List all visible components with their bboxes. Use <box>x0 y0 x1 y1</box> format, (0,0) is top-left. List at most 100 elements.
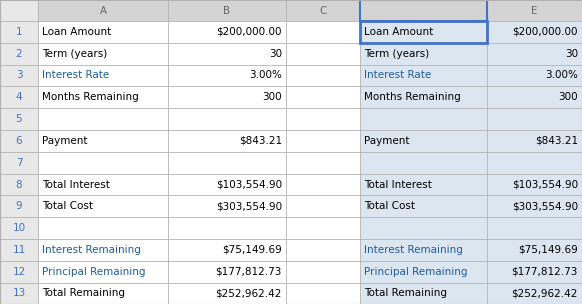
Bar <box>487 86 582 108</box>
Bar <box>360 152 487 174</box>
Bar <box>38 174 168 195</box>
Bar <box>360 174 487 195</box>
Text: Total Interest: Total Interest <box>364 179 432 189</box>
Text: $200,000.00: $200,000.00 <box>513 27 578 37</box>
Bar <box>0 64 38 86</box>
Bar <box>168 64 286 86</box>
Text: 9: 9 <box>16 201 22 211</box>
Text: 1: 1 <box>16 27 22 37</box>
Bar <box>168 21 286 43</box>
Bar <box>0 195 38 217</box>
Text: $303,554.90: $303,554.90 <box>216 201 282 211</box>
Text: $843.21: $843.21 <box>535 136 578 146</box>
Bar <box>168 174 286 195</box>
Text: $75,149.69: $75,149.69 <box>222 245 282 255</box>
Text: D: D <box>420 5 428 16</box>
Text: $103,554.90: $103,554.90 <box>216 179 282 189</box>
Text: Total Cost: Total Cost <box>364 201 415 211</box>
Bar <box>168 217 286 239</box>
Bar <box>38 261 168 283</box>
Text: A: A <box>100 5 107 16</box>
Bar <box>168 130 286 152</box>
Text: $75,149.69: $75,149.69 <box>518 245 578 255</box>
Bar <box>286 21 360 43</box>
Text: 300: 300 <box>558 92 578 102</box>
Bar <box>38 130 168 152</box>
Bar <box>168 108 286 130</box>
Bar <box>0 21 38 43</box>
Text: 3: 3 <box>16 71 22 81</box>
Bar <box>487 21 582 43</box>
Text: Loan Amount: Loan Amount <box>42 27 111 37</box>
Text: Payment: Payment <box>364 136 410 146</box>
Bar <box>360 0 487 21</box>
Text: 11: 11 <box>12 245 26 255</box>
Bar <box>360 130 487 152</box>
Bar <box>38 86 168 108</box>
Text: Months Remaining: Months Remaining <box>364 92 461 102</box>
Bar <box>286 217 360 239</box>
Bar <box>0 130 38 152</box>
Bar <box>286 43 360 65</box>
Bar <box>286 261 360 283</box>
Bar <box>168 195 286 217</box>
Text: $252,962.42: $252,962.42 <box>512 288 578 299</box>
Bar <box>487 195 582 217</box>
Text: 12: 12 <box>12 267 26 277</box>
Bar <box>360 195 487 217</box>
Bar <box>487 261 582 283</box>
Text: Interest Rate: Interest Rate <box>364 71 431 81</box>
Bar <box>0 43 38 65</box>
Text: Total Remaining: Total Remaining <box>364 288 447 299</box>
Bar <box>487 43 582 65</box>
Text: 30: 30 <box>269 49 282 59</box>
Bar <box>360 64 487 86</box>
Text: 10: 10 <box>12 223 26 233</box>
Bar <box>360 43 487 65</box>
Bar <box>487 239 582 261</box>
Bar <box>487 152 582 174</box>
Text: Total Remaining: Total Remaining <box>42 288 125 299</box>
Bar <box>360 86 487 108</box>
Text: C: C <box>320 5 327 16</box>
Text: Loan Amount: Loan Amount <box>364 27 433 37</box>
Bar <box>487 108 582 130</box>
Text: Interest Remaining: Interest Remaining <box>364 245 463 255</box>
Bar <box>360 239 487 261</box>
Text: Interest Rate: Interest Rate <box>42 71 109 81</box>
Text: Payment: Payment <box>42 136 87 146</box>
Text: Principal Remaining: Principal Remaining <box>42 267 146 277</box>
Text: $177,812.73: $177,812.73 <box>512 267 578 277</box>
Bar <box>38 64 168 86</box>
Bar <box>168 261 286 283</box>
Bar <box>38 108 168 130</box>
Text: $200,000.00: $200,000.00 <box>217 27 282 37</box>
Bar <box>286 174 360 195</box>
Text: Term (years): Term (years) <box>364 49 430 59</box>
Text: Total Interest: Total Interest <box>42 179 110 189</box>
Text: 3.00%: 3.00% <box>545 71 578 81</box>
Bar <box>487 217 582 239</box>
Text: 8: 8 <box>16 179 22 189</box>
Bar <box>0 0 38 21</box>
Bar <box>286 64 360 86</box>
Bar <box>0 152 38 174</box>
Bar <box>38 239 168 261</box>
Bar <box>168 86 286 108</box>
Bar <box>38 283 168 304</box>
Bar <box>487 283 582 304</box>
Bar <box>286 130 360 152</box>
Bar <box>38 152 168 174</box>
Bar <box>0 261 38 283</box>
Text: $252,962.42: $252,962.42 <box>215 288 282 299</box>
Bar <box>168 0 286 21</box>
Bar <box>0 283 38 304</box>
Bar <box>38 43 168 65</box>
Bar <box>38 217 168 239</box>
Bar <box>38 195 168 217</box>
Bar <box>487 130 582 152</box>
Bar <box>286 195 360 217</box>
Text: 6: 6 <box>16 136 22 146</box>
Bar <box>360 261 487 283</box>
Text: Term (years): Term (years) <box>42 49 107 59</box>
